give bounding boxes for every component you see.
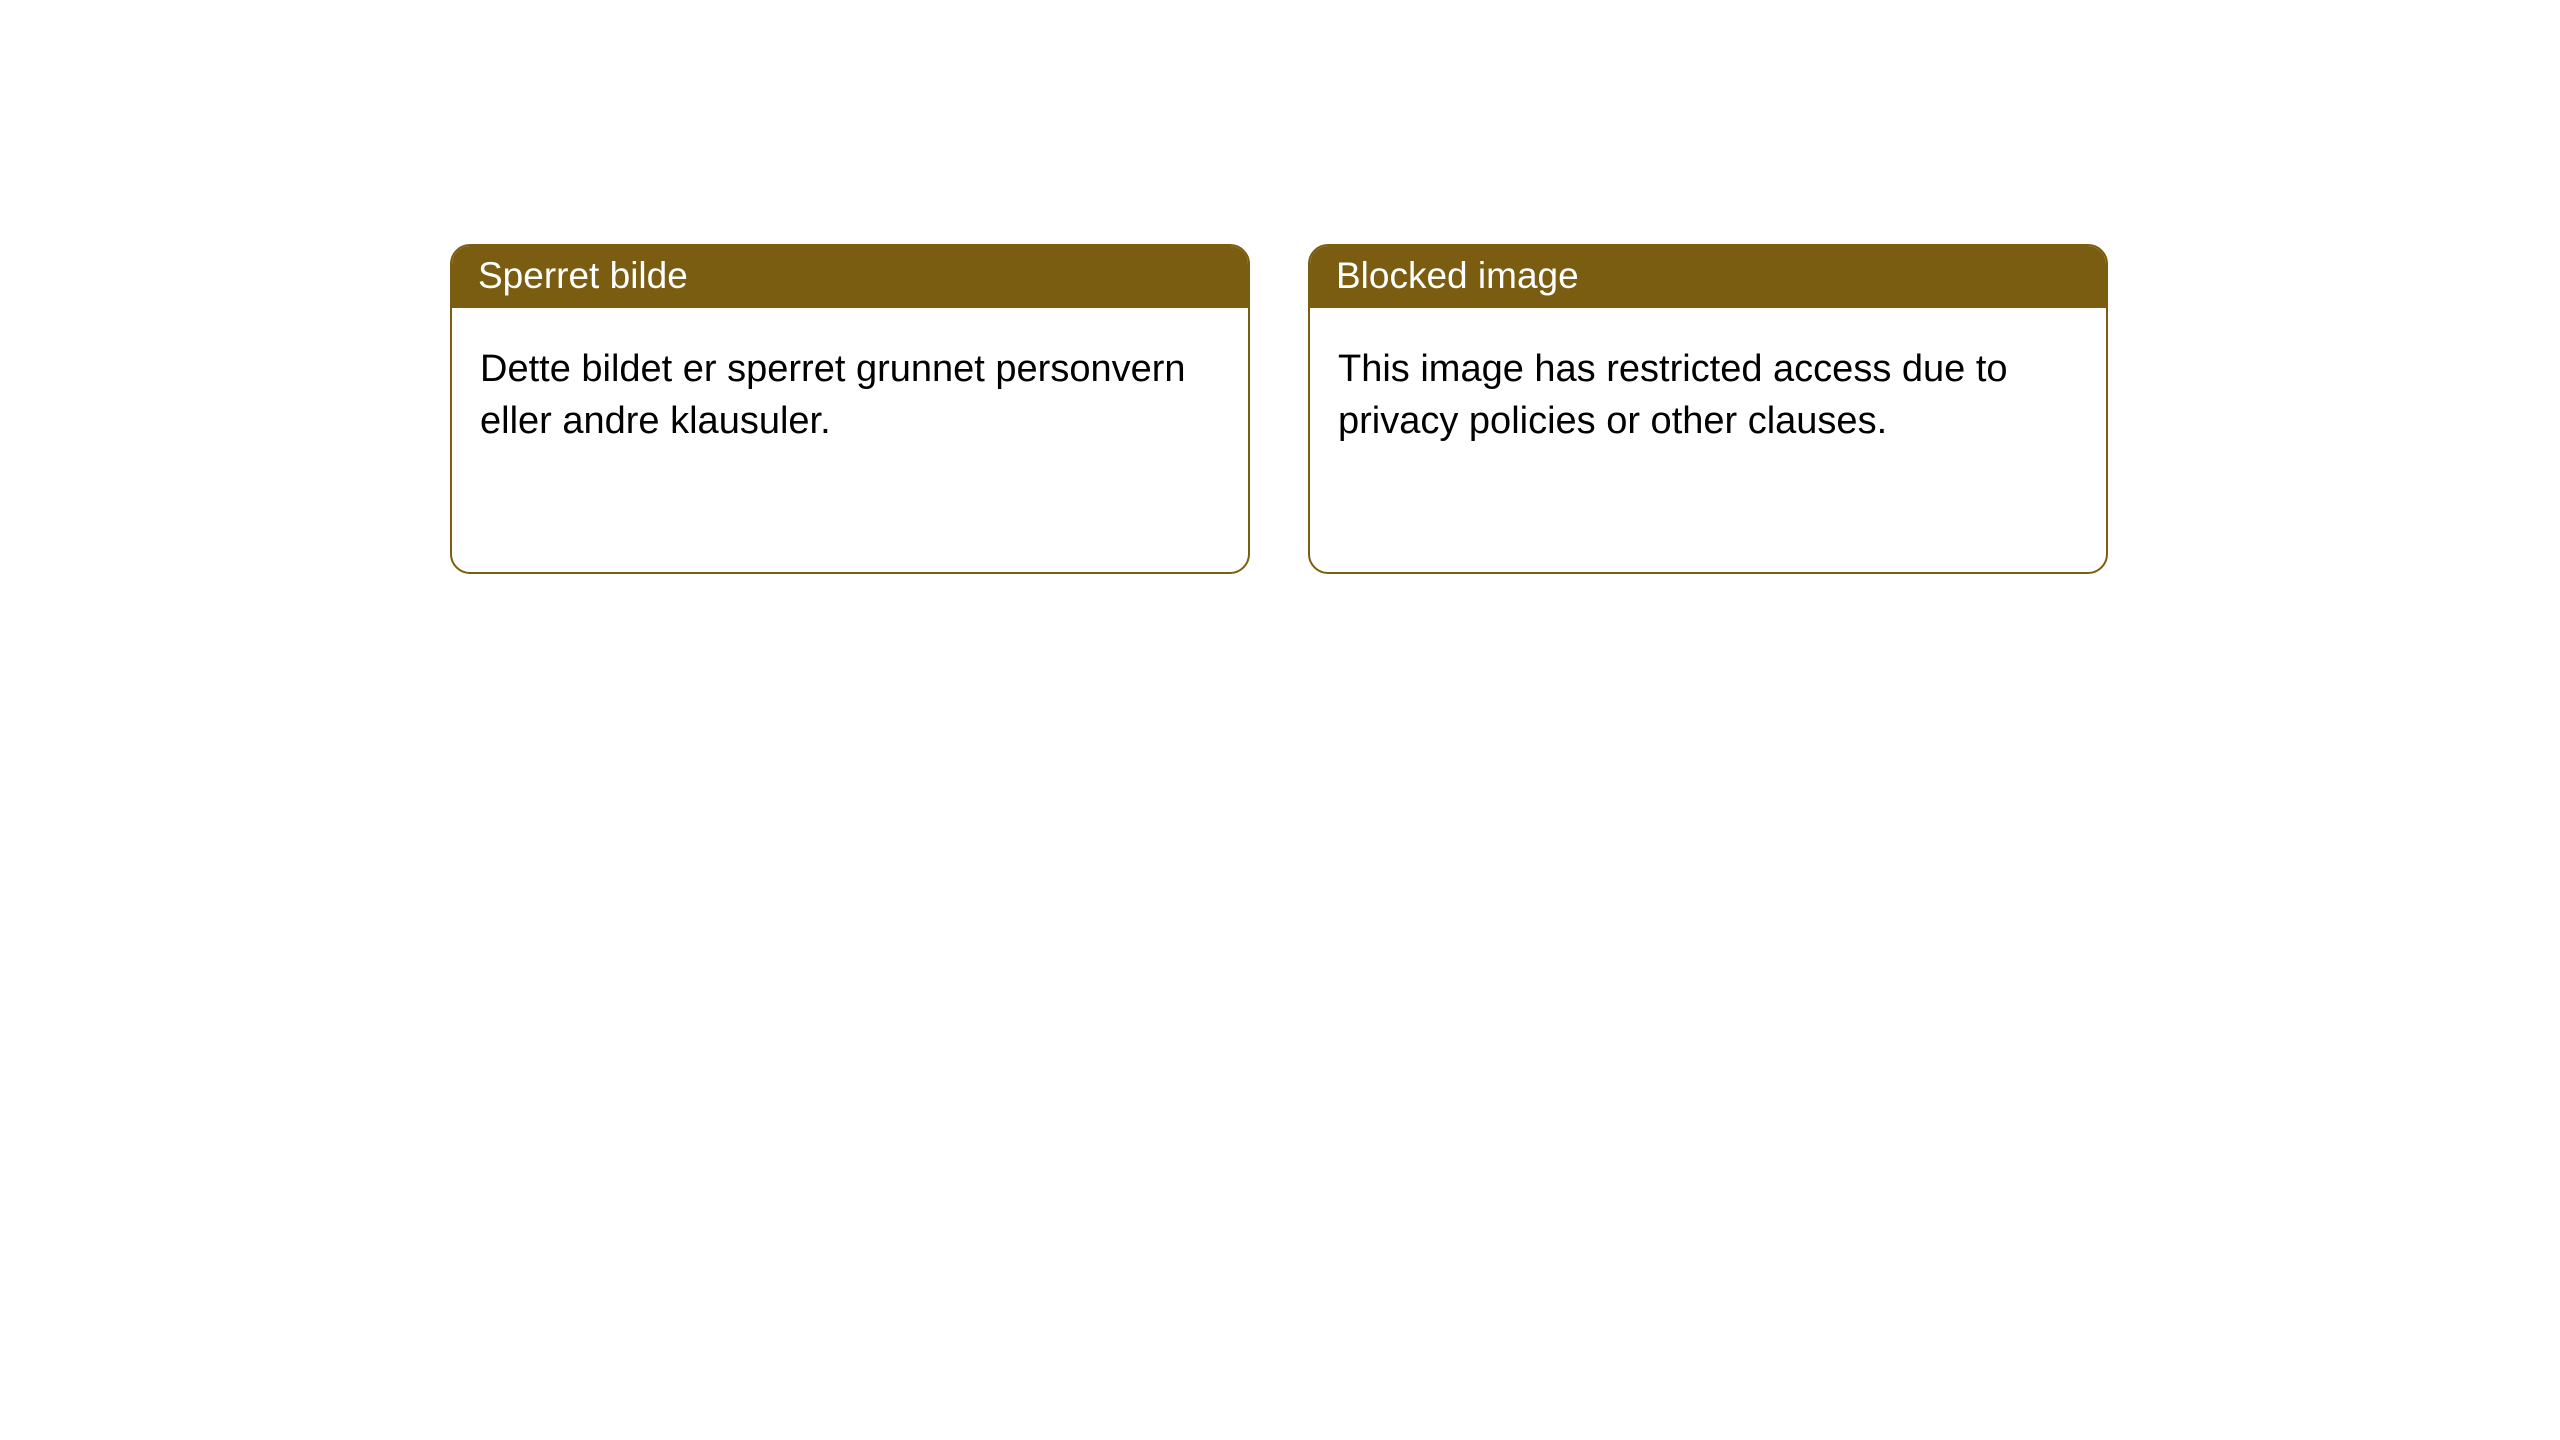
- blocked-image-card-english: Blocked image This image has restricted …: [1308, 244, 2108, 574]
- card-header-norwegian: Sperret bilde: [452, 246, 1248, 308]
- card-header-english: Blocked image: [1310, 246, 2106, 308]
- blocked-image-card-norwegian: Sperret bilde Dette bildet er sperret gr…: [450, 244, 1250, 574]
- card-body-english: This image has restricted access due to …: [1310, 308, 2106, 483]
- card-body-norwegian: Dette bildet er sperret grunnet personve…: [452, 308, 1248, 483]
- notice-container: Sperret bilde Dette bildet er sperret gr…: [0, 0, 2560, 574]
